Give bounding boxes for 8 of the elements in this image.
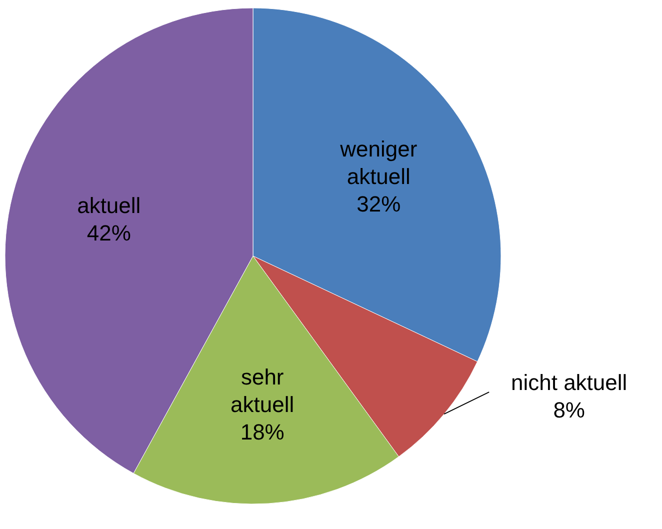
slice-label: weniger aktuell: [339, 136, 418, 189]
data-label: 32%: [356, 191, 401, 216]
slice-label: aktuell: [77, 192, 141, 218]
data-label: 8%: [553, 398, 585, 423]
data-label: 18%: [240, 420, 284, 445]
data-label: 42%: [86, 220, 131, 246]
slice-label: sehr aktuell: [230, 364, 294, 418]
slice-label: nicht aktuell: [510, 370, 628, 396]
